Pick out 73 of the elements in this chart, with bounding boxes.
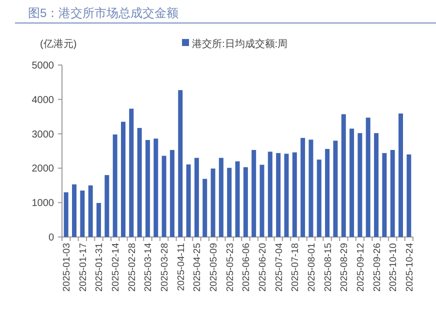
bar bbox=[64, 192, 68, 237]
bar bbox=[112, 134, 118, 237]
x-tick-label: 2025-01-03 bbox=[62, 243, 73, 292]
bar bbox=[170, 150, 174, 237]
bar bbox=[341, 114, 346, 237]
y-tick-label: 1000 bbox=[32, 198, 54, 210]
x-tick-label: 2025-09-12 bbox=[355, 243, 366, 292]
y-tick-label: 2000 bbox=[32, 164, 54, 175]
x-tick-label: 2025-06-20 bbox=[257, 243, 268, 292]
bar bbox=[227, 168, 232, 237]
x-tick-label: 2025-10-10 bbox=[388, 243, 400, 292]
legend-label: 港交所:日均成交额:周 bbox=[192, 38, 288, 50]
x-tick-label: 2025-01-17 bbox=[78, 243, 89, 292]
bar bbox=[186, 164, 191, 237]
y-tick-label: 5000 bbox=[32, 60, 54, 72]
bar bbox=[382, 153, 387, 237]
x-tick-label: 2025-09-26 bbox=[372, 243, 383, 292]
bar bbox=[218, 158, 224, 237]
bar bbox=[145, 140, 150, 237]
y-tick-label: 3000 bbox=[32, 129, 54, 140]
bar bbox=[243, 167, 248, 237]
x-tick-label: 2025-05-23 bbox=[224, 243, 236, 292]
x-tick-label: 2025-05-09 bbox=[208, 243, 220, 292]
bar bbox=[390, 150, 395, 237]
bar bbox=[202, 178, 208, 237]
x-tick-label: 2025-06-06 bbox=[241, 243, 252, 292]
bar bbox=[292, 152, 297, 237]
x-tick-label: 2025-04-11 bbox=[176, 243, 187, 291]
x-tick-label: 2025-03-28 bbox=[160, 243, 171, 292]
chart-title: 图5：港交所市场总成交金额 bbox=[28, 6, 179, 20]
bar bbox=[129, 108, 134, 237]
bar bbox=[80, 190, 85, 237]
bar bbox=[358, 133, 362, 237]
bar bbox=[178, 90, 183, 237]
x-tick-label: 2025-07-18 bbox=[290, 243, 302, 292]
bar bbox=[162, 156, 166, 237]
bar bbox=[252, 150, 256, 237]
bar bbox=[398, 114, 403, 237]
x-tick-label: 2025-01-31 bbox=[94, 243, 106, 292]
bar bbox=[120, 122, 126, 237]
bar bbox=[88, 185, 93, 237]
bar bbox=[366, 118, 370, 237]
y-tick-label: 4000 bbox=[32, 94, 54, 106]
x-tick-label: 2025-04-25 bbox=[192, 243, 204, 292]
bar bbox=[210, 168, 216, 237]
bar bbox=[276, 153, 281, 237]
bar bbox=[374, 133, 379, 237]
bar bbox=[104, 175, 110, 237]
y-tick-label: 0 bbox=[48, 232, 54, 244]
x-tick-label: 2025-08-29 bbox=[339, 243, 350, 292]
bar bbox=[194, 158, 199, 237]
bar bbox=[260, 164, 264, 237]
bar bbox=[137, 128, 142, 237]
bar bbox=[72, 184, 76, 237]
bar bbox=[406, 154, 412, 237]
x-tick-label: 2025-08-15 bbox=[322, 243, 334, 292]
y-axis-title: (亿港元) bbox=[40, 38, 77, 50]
bar bbox=[350, 128, 354, 237]
bar bbox=[325, 148, 330, 237]
bar bbox=[308, 140, 314, 237]
bar bbox=[300, 138, 306, 237]
bar bbox=[268, 152, 272, 237]
x-tick-label: 2025-07-04 bbox=[274, 243, 285, 292]
bar bbox=[333, 140, 338, 237]
x-tick-label: 2025-08-01 bbox=[306, 243, 318, 292]
bar bbox=[154, 138, 158, 237]
bar bbox=[316, 160, 322, 237]
x-tick-label: 2025-02-28 bbox=[126, 243, 138, 292]
bar bbox=[96, 202, 101, 237]
x-tick-label: 2025-10-24 bbox=[404, 243, 416, 292]
bar bbox=[284, 154, 289, 237]
x-tick-label: 2025-03-14 bbox=[143, 243, 154, 292]
x-tick-label: 2025-02-14 bbox=[110, 243, 122, 292]
